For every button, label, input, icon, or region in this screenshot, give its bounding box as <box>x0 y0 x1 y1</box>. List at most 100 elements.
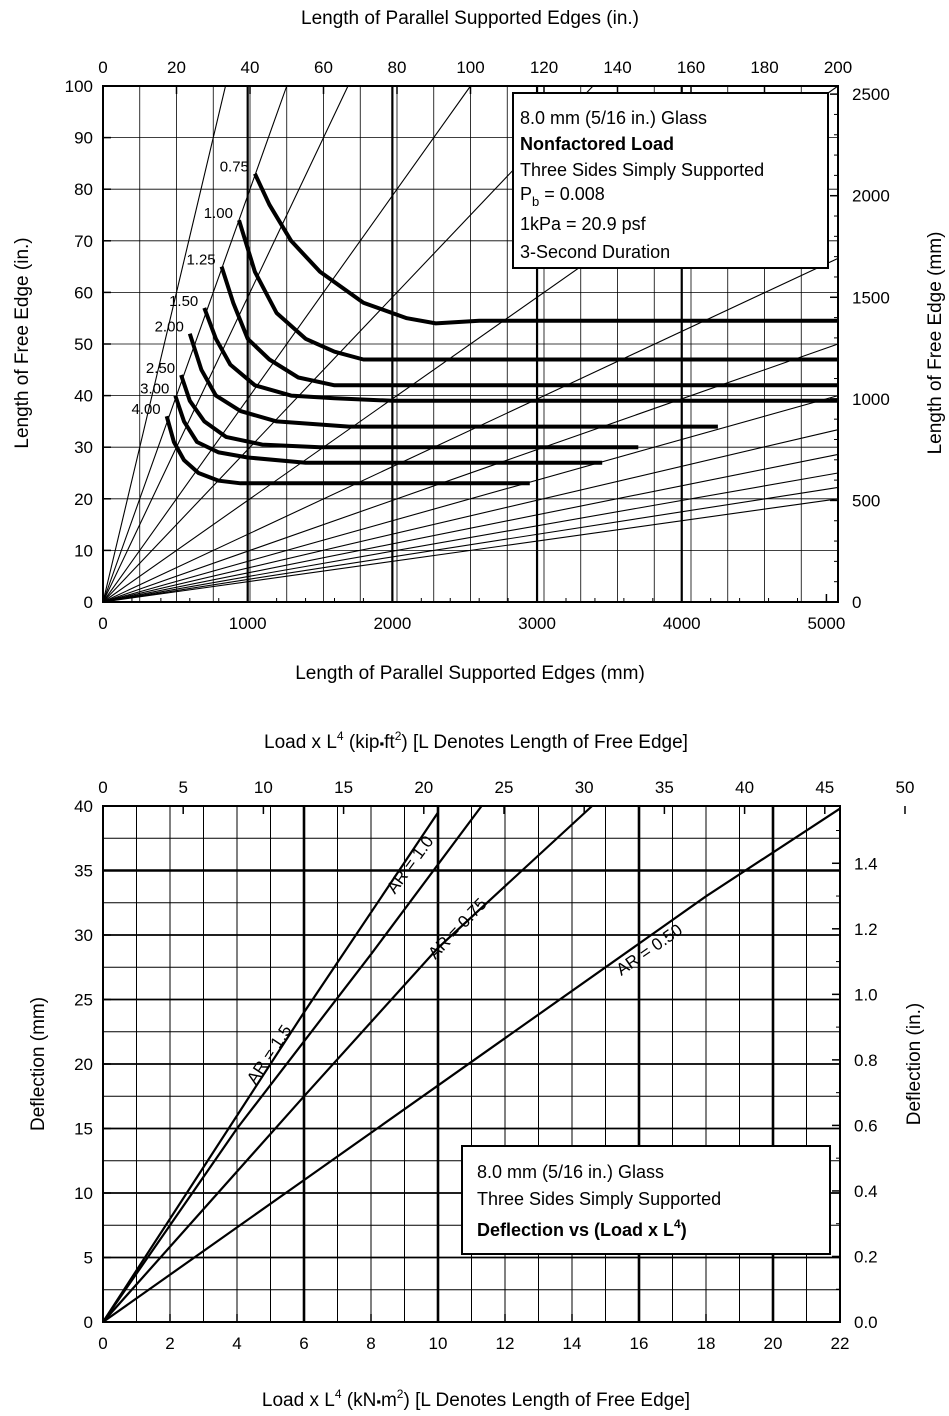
c2-legend-line-glass: 8.0 mm (5/16 in.) Glass <box>477 1162 664 1182</box>
c1-y-tick-label-mm: 500 <box>852 491 880 510</box>
c1-x-tick-label-in: 160 <box>677 58 705 77</box>
c2-x-tick-label-kip: 45 <box>815 778 834 797</box>
c2-ar-line <box>102 807 841 1323</box>
c1-y-tick-label-in: 80 <box>74 180 93 199</box>
c1-aspect-line <box>102 453 839 603</box>
c2-ar-line <box>102 811 439 1323</box>
c1-legend-line-support: Three Sides Simply Supported <box>520 160 764 180</box>
c1-y-tick-label-mm: 2000 <box>852 187 890 206</box>
c2-y-tick-label-mm: 5 <box>84 1249 93 1268</box>
c2-x-tick-label-kn: 2 <box>165 1334 174 1353</box>
c1-load-curve <box>179 374 639 450</box>
c1-y-tick-label-in: 90 <box>74 129 93 148</box>
c1-y-tick-label-mm: 0 <box>852 593 861 612</box>
c1-x-tick-label-in: 40 <box>241 58 260 77</box>
c2-x-tick-label-kip: 5 <box>178 778 187 797</box>
c2-ar-line <box>102 805 483 1323</box>
c1-x-tick-label-in: 0 <box>98 58 107 77</box>
c2-x-tick-label-kip: 35 <box>655 778 674 797</box>
c1-aspect-line <box>102 85 471 603</box>
c2-y-tick-label-mm: 15 <box>74 1120 93 1139</box>
c1-y-tick-label-mm: 1500 <box>852 288 890 307</box>
c1-y-tick-label-in: 60 <box>74 283 93 302</box>
c2-x-top-label: Load x L4 (kip▪ft2) [L Denotes Length of… <box>264 729 688 753</box>
c2-x-tick-label-kn: 20 <box>764 1334 783 1353</box>
c2-x-tick-label-kn: 10 <box>429 1334 448 1353</box>
c2-y-tick-label-in: 0.4 <box>854 1182 878 1201</box>
c2-x-tick-label-kn: 16 <box>630 1334 649 1353</box>
c2-y-tick-label-in: 0.0 <box>854 1313 878 1332</box>
c2-y-tick-label-in: 1.4 <box>854 854 878 873</box>
c2-y-tick-label-mm: 40 <box>74 797 93 816</box>
c2-x-tick-label-kip: 40 <box>735 778 754 797</box>
c1-y-tick-label-in: 30 <box>74 438 93 457</box>
c1-load-curve <box>202 307 838 403</box>
c1-legend-box <box>512 92 829 269</box>
c2-ar-label: AR = 0.75 <box>424 895 490 963</box>
c1-x-tick-label-in: 120 <box>530 58 558 77</box>
c1-y-tick-label-in: 100 <box>65 77 93 96</box>
c2-ar-label: AR = 1.0 <box>383 832 438 897</box>
c1-load-curve <box>173 394 603 465</box>
c1-x-tick-label-in: 200 <box>824 58 852 77</box>
c1-curve-label: 1.00 <box>204 205 233 222</box>
c2-y-left-label: Deflection (mm) <box>28 997 49 1131</box>
c1-aspect-line <box>102 85 227 603</box>
c1-x-top-label: Length of Parallel Supported Edges (in.) <box>301 8 639 29</box>
c1-x-tick-label-mm: 0 <box>98 614 107 633</box>
c1-aspect-line <box>102 257 839 603</box>
c2-x-tick-label-kn: 12 <box>496 1334 515 1353</box>
c1-curve-label: 4.00 <box>131 401 160 418</box>
c1-curve-label: 1.25 <box>186 252 215 269</box>
c2-x-tick-label-kn: 8 <box>366 1334 375 1353</box>
c2-x-tick-label-kn: 18 <box>697 1334 716 1353</box>
c2-y-right-label: Deflection (in.) <box>904 1003 925 1126</box>
c1-x-tick-label-mm: 5000 <box>808 614 846 633</box>
c1-load-curve <box>164 415 530 486</box>
c1-legend-line-load: Nonfactored Load <box>520 134 674 154</box>
c1-y-tick-label-in: 40 <box>74 387 93 406</box>
c1-y-tick-label-in: 10 <box>74 541 93 560</box>
c2-legend-line-support: Three Sides Simply Supported <box>477 1189 721 1209</box>
c2-y-tick-label-in: 0.2 <box>854 1247 878 1266</box>
c1-x-tick-label-in: 80 <box>388 58 407 77</box>
c1-aspect-line <box>102 486 839 603</box>
c1-aspect-line <box>102 472 839 603</box>
c2-x-tick-label-kip: 30 <box>575 778 594 797</box>
c2-y-tick-label-in: 0.6 <box>854 1116 878 1135</box>
c1-x-tick-label-mm: 1000 <box>229 614 267 633</box>
c1-legend-line-duration: 3-Second Duration <box>520 242 670 262</box>
c1-x-bottom-label: Length of Parallel Supported Edges (mm) <box>295 663 645 684</box>
c1-x-tick-label-in: 140 <box>603 58 631 77</box>
c2-x-tick-label-kn: 4 <box>232 1334 241 1353</box>
c1-aspect-line <box>102 498 839 603</box>
c2-x-tick-label-kip: 0 <box>98 778 107 797</box>
c2-y-tick-label-in: 1.0 <box>854 985 878 1004</box>
c2-ar-line <box>102 805 593 1323</box>
c1-y-tick-label-mm: 2500 <box>852 85 890 104</box>
c1-x-tick-label-in: 60 <box>314 58 333 77</box>
c2-x-tick-label-kn: 0 <box>98 1334 107 1353</box>
c1-x-tick-label-in: 100 <box>456 58 484 77</box>
c2-legend-line-title: Deflection vs (Load x L4) <box>477 1217 687 1240</box>
c1-load-curve <box>187 333 718 429</box>
c2-x-tick-label-kip: 15 <box>334 778 353 797</box>
c2-x-tick-label-kip: 50 <box>896 778 915 797</box>
c2-y-tick-label-mm: 25 <box>74 991 93 1010</box>
c1-load-curve <box>253 172 838 326</box>
c2-y-tick-label-in: 1.2 <box>854 920 878 939</box>
c1-y-right-label: Length of Free Edge (mm) <box>925 232 946 455</box>
c2-y-tick-label-mm: 10 <box>74 1184 93 1203</box>
c1-x-tick-label-in: 180 <box>750 58 778 77</box>
c2-x-tick-label-kip: 10 <box>254 778 273 797</box>
c2-x-tick-label-kn: 14 <box>563 1334 582 1353</box>
c1-legend-line-pb: Pb = 0.008 <box>520 184 605 209</box>
c2-x-tick-label-kn: 6 <box>299 1334 308 1353</box>
c1-curve-label: 3.00 <box>140 381 169 398</box>
c1-curve-label: 2.50 <box>146 360 175 377</box>
c1-curve-label: 2.00 <box>155 319 184 336</box>
c2-legend-box <box>461 1145 831 1255</box>
c2-x-tick-label-kip: 20 <box>414 778 433 797</box>
c1-x-tick-label-mm: 3000 <box>518 614 556 633</box>
